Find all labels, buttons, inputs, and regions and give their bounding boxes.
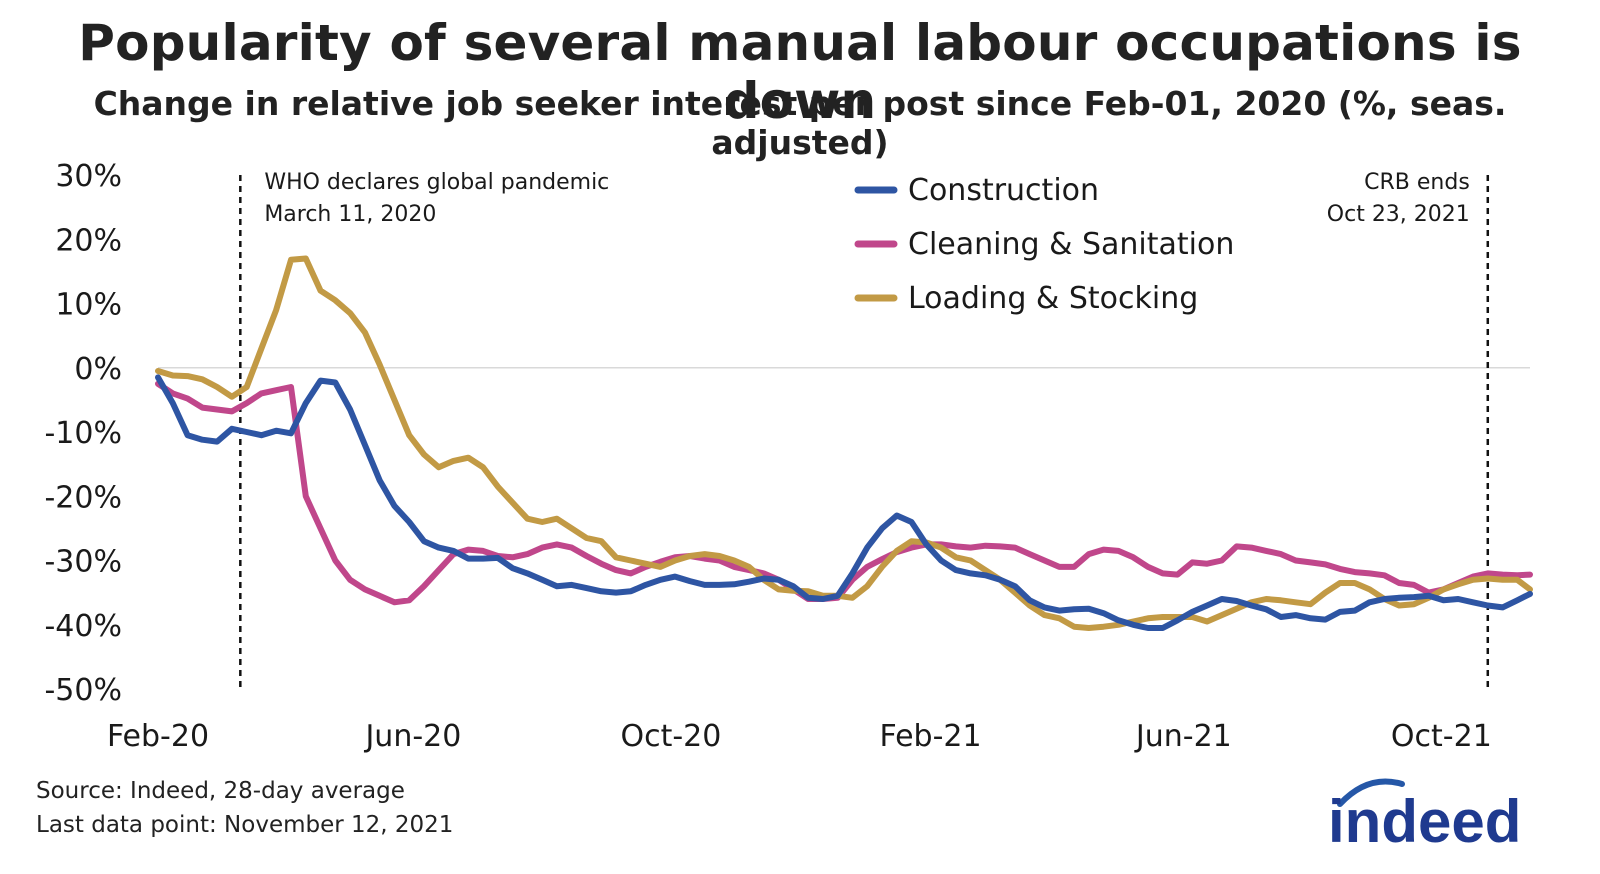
y-tick-label: 30% [55, 159, 122, 194]
series-line-construction [155, 374, 1533, 631]
y-tick-label: 10% [55, 288, 122, 323]
y-tick-label: -40% [44, 609, 122, 644]
y-axis: 30% 20% 10% 0% -10% -20% -30% -40% -50% [44, 159, 122, 708]
event-annotation-text: CRB ends [1364, 170, 1470, 195]
chart-title: Popularity of several manual labour occu… [78, 14, 1522, 130]
event-annotation-text: WHO declares global pandemic [264, 170, 609, 195]
x-tick-label: Feb-21 [879, 719, 981, 754]
source-note: Source: Indeed, 28-day average [36, 778, 405, 804]
series-lines [155, 255, 1533, 631]
x-tick-label: Oct-20 [620, 719, 721, 754]
event-annotation-text: Oct 23, 2021 [1327, 202, 1470, 227]
series-line-cleaning-sanitation [155, 380, 1533, 606]
y-tick-label: -50% [44, 673, 122, 708]
x-tick-label: Jun-20 [363, 719, 461, 754]
y-tick-label: 0% [74, 352, 122, 387]
indeed-logo: indeed [1328, 778, 1521, 850]
y-tick-label: -10% [44, 416, 122, 451]
x-tick-label: Jun-21 [1134, 719, 1232, 754]
x-tick-label: Feb-20 [107, 719, 209, 754]
series-line-loading-stocking [155, 255, 1533, 631]
last-data-note: Last data point: November 12, 2021 [36, 812, 454, 838]
x-axis: Feb-20 Jun-20 Oct-20 Feb-21 Jun-21 Oct-21 [107, 719, 1492, 754]
y-tick-label: -20% [44, 480, 122, 515]
svg-text:indeed: indeed [1328, 788, 1521, 850]
legend: Construction Cleaning & Sanitation Loading… [854, 173, 1234, 316]
y-tick-label: -30% [44, 545, 122, 580]
chart-subtitle: Change in relative job seeker interest p… [93, 84, 1507, 162]
y-tick-label: 20% [55, 223, 122, 258]
event-annotation-text: March 11, 2020 [264, 202, 436, 227]
annotations: WHO declares global pandemic March 11, 20… [239, 170, 1490, 691]
legend-label: Construction [908, 173, 1099, 208]
x-tick-label: Oct-21 [1391, 719, 1492, 754]
legend-label: Cleaning & Sanitation [908, 227, 1234, 262]
legend-label: Loading & Stocking [908, 281, 1198, 316]
